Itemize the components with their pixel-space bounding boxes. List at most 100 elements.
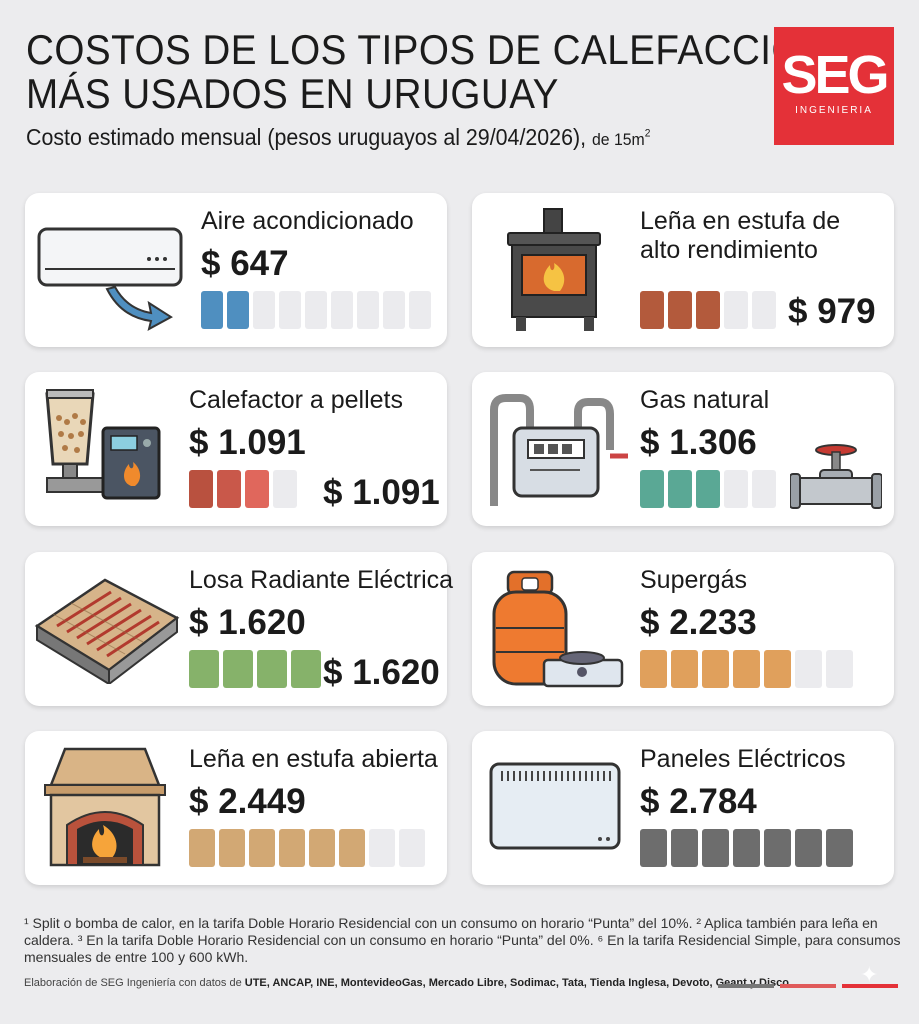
card-price: $ 979	[788, 292, 876, 331]
bar-segment	[668, 291, 692, 329]
bar-segment	[383, 291, 405, 329]
card-name: Aire acondicionado	[201, 207, 414, 235]
bar-segment	[795, 650, 822, 688]
bar-segment	[369, 829, 395, 867]
card-name: Leña en estufa abierta	[189, 745, 438, 773]
bar-segment	[752, 470, 776, 508]
card-paneles-electricos: Paneles Eléctricos $ 2.784	[472, 731, 894, 885]
card-losa-radiante: Losa Radiante Eléctrica $ 1.620 $ 1.620	[25, 552, 453, 706]
card-supergas: Supergás $ 2.233	[472, 552, 894, 706]
footer-rule-red-1	[780, 984, 836, 988]
cost-bar	[189, 829, 425, 867]
valve-icon	[790, 444, 882, 509]
bar-segment	[752, 291, 776, 329]
bar-segment	[189, 650, 219, 688]
bar-segment	[733, 650, 760, 688]
bar-segment	[733, 829, 760, 867]
card-price-repeat: $ 1.091	[323, 473, 440, 512]
bar-segment	[696, 291, 720, 329]
credit-line: Elaboración de SEG Ingeniería con datos …	[24, 977, 792, 989]
bar-segment	[223, 650, 253, 688]
card-name: Gas natural	[640, 386, 770, 414]
card-name-line-1: Leña en estufa de	[640, 207, 841, 235]
footer-rule-gray	[718, 984, 774, 988]
card-name-line-2: alto rendimiento	[640, 236, 818, 264]
bar-segment	[245, 470, 269, 508]
card-price: $ 647	[201, 244, 289, 283]
bar-segment	[826, 829, 853, 867]
bar-segment	[309, 829, 335, 867]
cost-bar	[189, 470, 297, 508]
card-price-repeat: $ 1.620	[323, 653, 440, 692]
card-price: $ 1.091	[189, 423, 306, 462]
pellet-heater-icon	[45, 389, 161, 500]
credit-prefix: Elaboración de SEG Ingeniería con datos …	[24, 977, 242, 989]
bar-segment	[219, 829, 245, 867]
bar-segment	[671, 650, 698, 688]
card-name: Supergás	[640, 566, 748, 594]
bar-segment	[668, 470, 692, 508]
bar-segment	[189, 829, 215, 867]
bar-segment	[273, 470, 297, 508]
card-name: Calefactor a pellets	[189, 386, 404, 414]
wood-stove-icon	[507, 208, 601, 331]
bar-segment	[189, 470, 213, 508]
gas-cylinder-icon	[492, 570, 624, 688]
radiant-floor-icon	[34, 578, 180, 684]
cost-bar	[640, 291, 776, 329]
seg-logo: SEG INGENIERIA	[774, 27, 894, 145]
card-aire-acondicionado: Aire acondicionado $ 647	[25, 193, 447, 347]
bar-segment	[339, 829, 365, 867]
logo-mark: SEG	[781, 45, 889, 105]
card-calefactor-pellets: Calefactor a pellets $ 1.091 $ 1.091	[25, 372, 447, 526]
bar-segment	[640, 470, 664, 508]
card-price: $ 2.449	[189, 782, 306, 821]
bar-segment	[201, 291, 223, 329]
card-price: $ 1.306	[640, 423, 757, 462]
bar-segment	[724, 291, 748, 329]
bar-segment	[279, 829, 305, 867]
bar-segment	[305, 291, 327, 329]
bar-segment	[826, 650, 853, 688]
fireplace-icon	[44, 747, 166, 867]
sparkle-icon: ✦	[860, 962, 879, 987]
bar-segment	[795, 829, 822, 867]
cost-bar	[640, 829, 853, 867]
bar-segment	[257, 650, 287, 688]
footer-rule-red-2	[842, 984, 898, 988]
cost-bar	[640, 470, 776, 508]
subtitle-main: Costo estimado mensual (pesos uruguayos …	[26, 124, 587, 150]
bar-segment	[640, 291, 664, 329]
card-lena-alto-rendimiento: Leña en estufa de alto rendimiento $ 979	[472, 193, 894, 347]
cost-bar	[201, 291, 431, 329]
bar-segment	[764, 650, 791, 688]
subtitle-area: de 15m	[591, 130, 645, 149]
bar-segment	[640, 650, 667, 688]
footnotes: ¹ Split o bomba de calor, en la tarifa D…	[24, 915, 901, 965]
title-line-1: COSTOS DE LOS TIPOS DE CALEFACCIÓN	[26, 26, 831, 73]
title-line-2: MÁS USADOS EN URUGUAY	[26, 70, 559, 117]
card-price: $ 2.233	[640, 603, 757, 642]
card-name: Paneles Eléctricos	[640, 745, 846, 773]
subtitle-sup: 2	[644, 127, 651, 140]
bar-segment	[671, 829, 698, 867]
bar-segment	[253, 291, 275, 329]
bar-segment	[217, 470, 241, 508]
bar-segment	[399, 829, 425, 867]
logo-subtext: INGENIERIA	[795, 105, 873, 116]
bar-segment	[764, 829, 791, 867]
bar-segment	[702, 650, 729, 688]
bar-segment	[702, 829, 729, 867]
electric-panel-icon	[489, 762, 621, 850]
air-conditioner-icon	[37, 227, 183, 331]
bar-segment	[279, 291, 301, 329]
bar-segment	[696, 470, 720, 508]
bar-segment	[227, 291, 249, 329]
bar-segment	[291, 650, 321, 688]
credit-sources: UTE, ANCAP, INE, MontevideoGas, Mercado …	[244, 977, 793, 989]
page-title: COSTOS DE LOS TIPOS DE CALEFACCIÓN MÁS U…	[26, 26, 831, 117]
bar-segment	[640, 829, 667, 867]
card-price: $ 1.620	[189, 603, 306, 642]
card-price: $ 2.784	[640, 782, 757, 821]
gas-meter-icon	[490, 394, 628, 506]
